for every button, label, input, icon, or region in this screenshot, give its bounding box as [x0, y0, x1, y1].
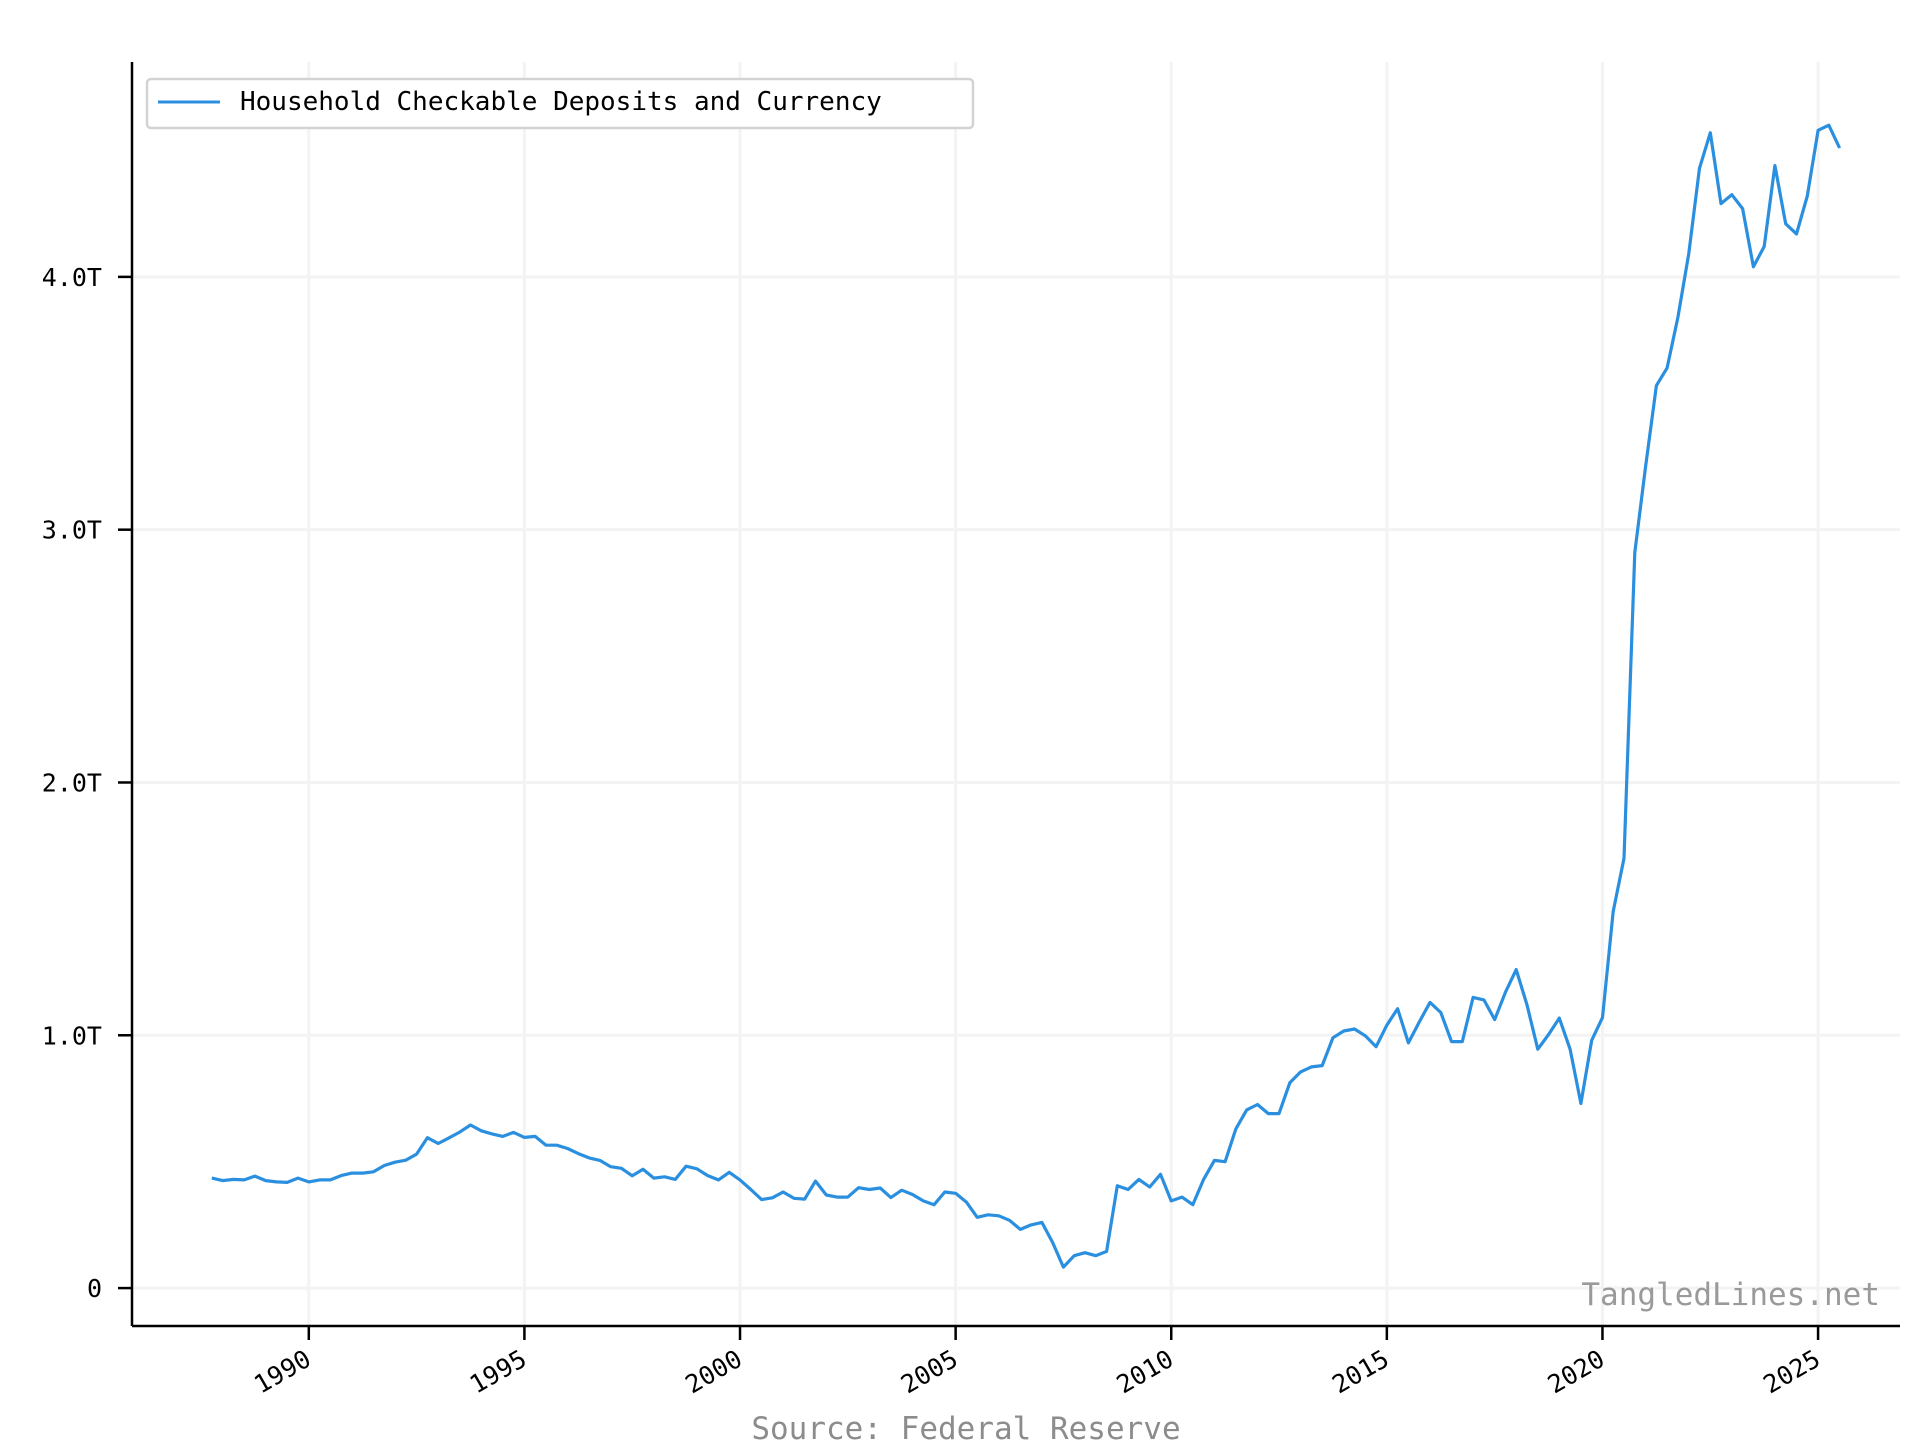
series-line	[211, 123, 1842, 1269]
plot-series	[211, 123, 1842, 1269]
y-tick-label: 3.0T	[42, 516, 102, 545]
x-tick-label: 2005	[896, 1344, 963, 1399]
x-tick-label: 2025	[1758, 1344, 1825, 1399]
x-tick-label: 2020	[1543, 1344, 1610, 1399]
y-tick-label: 1.0T	[42, 1021, 102, 1050]
legend-box	[145, 77, 975, 130]
source-note: Source: Federal Reserve	[751, 1411, 1180, 1440]
y-axis: 0 1.0T 2.0T 3.0T 4.0T	[42, 263, 132, 1303]
x-tick-label: 2000	[680, 1344, 747, 1399]
y-tick-label: 2.0T	[42, 768, 102, 797]
x-tick-label: 1995	[465, 1344, 532, 1399]
watermark: TangledLines.net	[1581, 1277, 1880, 1313]
y-tick-label: 4.0T	[42, 263, 102, 292]
grid-lines	[132, 62, 1900, 1326]
x-tick-label: 2010	[1112, 1344, 1179, 1399]
y-tick-label: 0	[87, 1274, 102, 1303]
x-tick-label: 1990	[249, 1344, 316, 1399]
x-tick-label: 2015	[1327, 1344, 1394, 1399]
legend-label: Household Checkable Deposits and Currenc…	[240, 87, 882, 117]
x-axis: 1990 1995 2000 2005 2010 2015 2020 2025	[249, 1326, 1825, 1399]
legend: Household Checkable Deposits and Currenc…	[145, 77, 975, 130]
